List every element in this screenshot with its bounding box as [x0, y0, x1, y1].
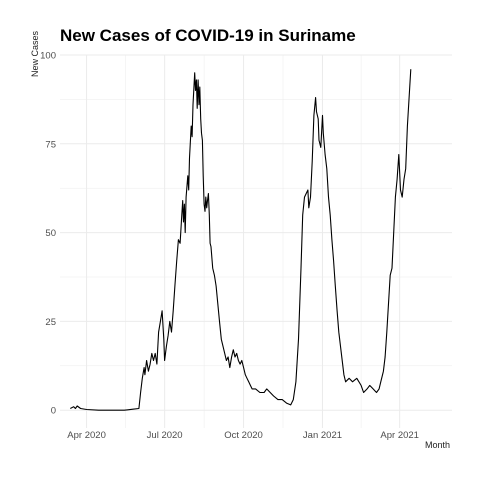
x-tick-label: Jan 2021 [303, 430, 342, 441]
series-line [70, 69, 412, 411]
y-tick-label: 25 [45, 317, 56, 328]
x-tick-label: Jul 2020 [147, 430, 183, 441]
chart-title: New Cases of COVID-19 in Suriname [60, 26, 356, 45]
y-tick-label: 75 [45, 139, 56, 150]
y-tick-label: 50 [45, 228, 56, 239]
y-tick-label: 100 [40, 51, 56, 62]
x-tick-label: Oct 2020 [224, 430, 263, 441]
x-axis-title: Month [424, 440, 450, 450]
x-tick-label: Apr 2021 [380, 430, 419, 441]
x-tick-label: Apr 2020 [67, 430, 106, 441]
y-tick-label: 0 [51, 406, 56, 417]
